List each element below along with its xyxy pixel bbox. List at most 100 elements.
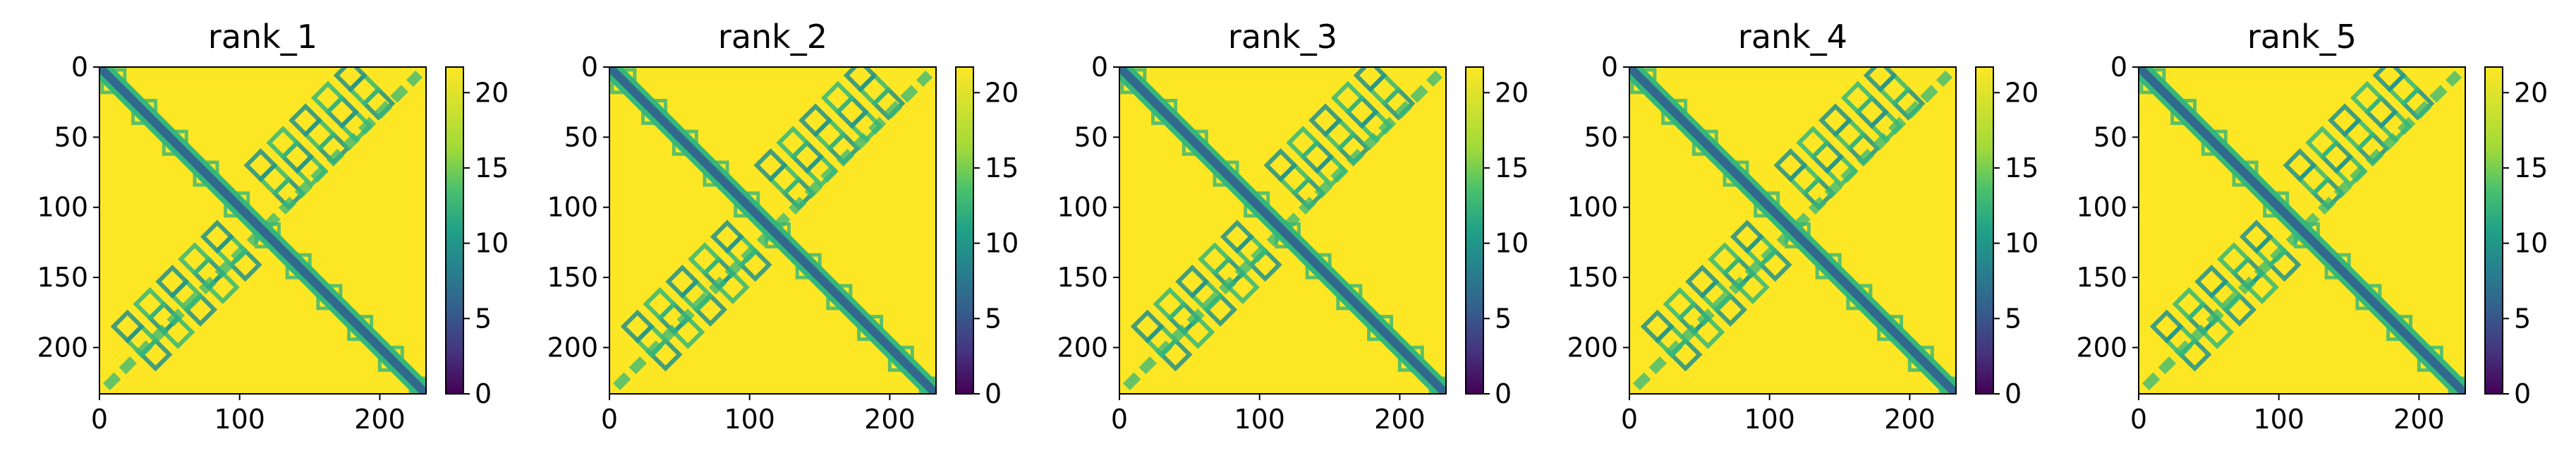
x-tick-label: 100 (1744, 404, 1795, 435)
contact-cell (798, 103, 833, 138)
contact-cell (2217, 242, 2252, 277)
y-tick-label: 200 (1057, 332, 1108, 363)
contact-cell (820, 80, 855, 115)
contact-cell (776, 126, 810, 160)
panel-title: rank_4 (1738, 18, 1847, 56)
y-tick-label: 150 (2076, 262, 2127, 293)
panel-title: rank_1 (208, 18, 317, 56)
contact-cell (1730, 220, 1764, 254)
contact-cell (1353, 67, 1387, 92)
panel-5: rank_5 0 100 200 0 50 100 150 200 0 5 10 15 20 (2076, 18, 2548, 435)
x-tick-label: 200 (2393, 404, 2445, 435)
diagonal-line (2139, 67, 2465, 394)
contact-cell (1708, 242, 1742, 277)
contact-cell (1773, 148, 1808, 183)
contact-cell (620, 309, 655, 344)
contact-cell (2372, 67, 2407, 92)
heatmap (609, 67, 936, 394)
colorbar-gradient (1465, 66, 1484, 395)
contact-cell (243, 148, 278, 183)
colorbar-gradient (2484, 66, 2503, 395)
colorbar-tick-label: 20 (2005, 77, 2039, 108)
colorbar-gradient (955, 66, 974, 395)
diagonal-line (1629, 67, 1956, 394)
diagonal-line (1119, 67, 1446, 394)
contact-lobe-lower (1130, 220, 1282, 372)
contact-cell (133, 287, 167, 321)
panel-4: rank_4 0 100 200 0 50 100 150 200 0 5 10 15 20 (1567, 18, 2039, 435)
y-tick-label: 150 (1057, 262, 1108, 293)
heatmap (1119, 67, 1446, 394)
contact-cell (2305, 126, 2340, 160)
colorbar-tick-label: 10 (985, 228, 1019, 259)
contact-lobe-upper (1773, 67, 1926, 210)
y-tick-label: 100 (547, 192, 598, 223)
contact-cell (155, 264, 190, 299)
y-tick-label: 150 (1567, 262, 1618, 293)
contact-cell (1130, 309, 1165, 344)
contact-cell (643, 287, 677, 321)
anti-diagonal-band (2141, 70, 2462, 391)
colorbar-tick-label: 0 (1495, 378, 1512, 409)
colorbar-tick-label: 0 (2005, 378, 2022, 409)
x-tick-label: 0 (91, 404, 108, 435)
y-tick-label: 150 (37, 262, 88, 293)
x-tick-label: 200 (1884, 404, 1936, 435)
contact-lobe-lower (620, 220, 772, 372)
colorbar: 0 5 10 15 20 (1975, 66, 2039, 409)
contact-cell (288, 103, 323, 138)
contact-cell (178, 242, 212, 277)
colorbar: 0 5 10 15 20 (1465, 66, 1529, 409)
colorbar-tick-label: 10 (2005, 228, 2039, 259)
y-tick-label: 0 (581, 52, 598, 83)
contact-cell (1198, 242, 1232, 277)
contact-cell (2172, 287, 2206, 321)
colorbar: 0 5 10 15 20 (955, 66, 1019, 409)
x-tick-label: 0 (1111, 404, 1128, 435)
y-tick-label: 50 (564, 121, 598, 152)
colorbar-tick-label: 5 (475, 303, 492, 334)
contact-cell (753, 148, 788, 183)
anti-diagonal-band (1632, 70, 1953, 391)
y-tick-label: 50 (54, 121, 88, 152)
contact-cell (110, 309, 145, 344)
colorbar-tick-label: 10 (2514, 228, 2548, 259)
contact-cell (2283, 148, 2317, 183)
contact-cell (1220, 220, 1254, 254)
panel-title: rank_5 (2247, 18, 2357, 56)
contact-cell (710, 220, 744, 254)
panel-title: rank_3 (1228, 18, 1337, 56)
axes-frame (2138, 66, 2466, 395)
y-tick-label: 200 (1567, 332, 1618, 363)
axes-frame (1119, 66, 1447, 395)
axes-frame (1629, 66, 1957, 395)
x-tick-label: 100 (214, 404, 265, 435)
y-tick-label: 150 (547, 262, 598, 293)
panel-3: rank_3 0 100 200 0 50 100 150 200 0 5 10 15 20 (1057, 18, 1529, 435)
y-tick-label: 0 (71, 52, 88, 83)
x-tick-label: 100 (1234, 404, 1285, 435)
y-tick-label: 200 (37, 332, 88, 363)
x-tick-label: 0 (1621, 404, 1638, 435)
heatmap (1629, 67, 1956, 394)
y-tick-label: 100 (37, 192, 88, 223)
contact-cell (1263, 148, 1298, 183)
x-tick-label: 0 (2130, 404, 2147, 435)
colorbar-tick-label: 20 (985, 77, 1019, 108)
y-tick-label: 100 (2076, 192, 2127, 223)
colorbar-tick-label: 0 (475, 378, 492, 409)
contact-cell (1863, 67, 1897, 92)
contact-lobe-lower (2149, 220, 2302, 372)
contact-cell (266, 126, 300, 160)
y-tick-label: 0 (2110, 52, 2127, 83)
axes-frame (99, 66, 427, 395)
panel-title: rank_2 (718, 18, 827, 56)
contact-lobe-upper (243, 67, 396, 210)
contact-lobe-upper (1263, 67, 1416, 210)
contact-cell (1175, 264, 1210, 299)
colorbar-tick-label: 0 (985, 378, 1002, 409)
y-tick-label: 0 (1091, 52, 1108, 83)
colorbar-tick-label: 20 (1495, 77, 1529, 108)
contact-cell (2239, 220, 2273, 254)
colorbar-gradient (1975, 66, 1994, 395)
